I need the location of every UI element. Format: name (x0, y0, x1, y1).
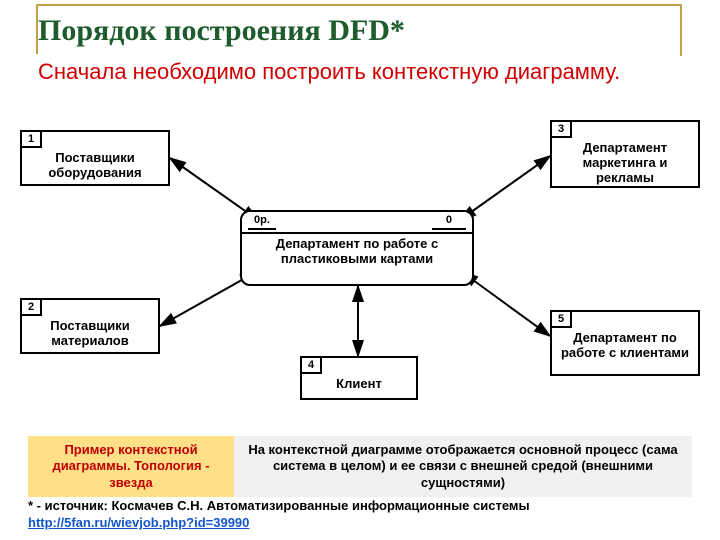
node-n1: 1Поставщики оборудования (20, 130, 170, 186)
node-p0: 0р.0Департамент по работе с пластиковыми… (240, 210, 474, 286)
page-title: Порядок построения DFD* (38, 14, 405, 48)
footnote: * - источник: Космачев С.Н. Автоматизиро… (28, 498, 688, 532)
page-subtitle: Сначала необходимо построить контекстную… (38, 58, 678, 86)
node-n5: 5Департамент по работе с клиентами (550, 310, 700, 376)
node-n2: 2Поставщики материалов (20, 298, 160, 354)
caption-row: Пример контекстной диаграммы. Топология … (28, 436, 692, 497)
dfd-diagram: 1Поставщики оборудования 2Поставщики мате… (20, 120, 700, 420)
footnote-text: * - источник: Космачев С.Н. Автоматизиро… (28, 498, 530, 513)
node-n3: 3Департамент маркетинга и рекламы (550, 120, 700, 188)
caption-right: На контекстной диаграмме отображается ос… (234, 436, 692, 497)
caption-left: Пример контекстной диаграммы. Топология … (28, 436, 234, 497)
footnote-link[interactable]: http://5fan.ru/wievjob.php?id=39990 (28, 515, 249, 530)
node-n4: 4Клиент (300, 356, 418, 400)
